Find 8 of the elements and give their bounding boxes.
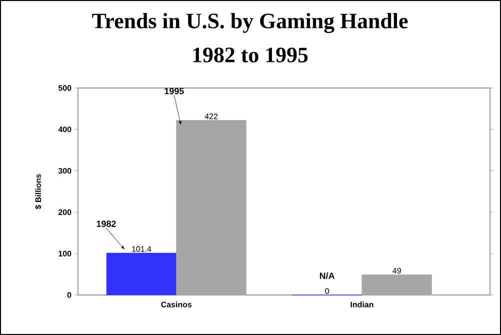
text: 1995 <box>164 88 184 94</box>
text: 1982 <box>96 220 116 227</box>
bar <box>362 274 432 296</box>
chart-subtitle: 1982 to 1995 <box>193 48 308 62</box>
bar <box>176 120 246 296</box>
chart-title: Trends in U.S. by Gaming Handle <box>92 12 408 34</box>
annotation: N/A <box>320 272 335 280</box>
bar <box>106 252 177 296</box>
